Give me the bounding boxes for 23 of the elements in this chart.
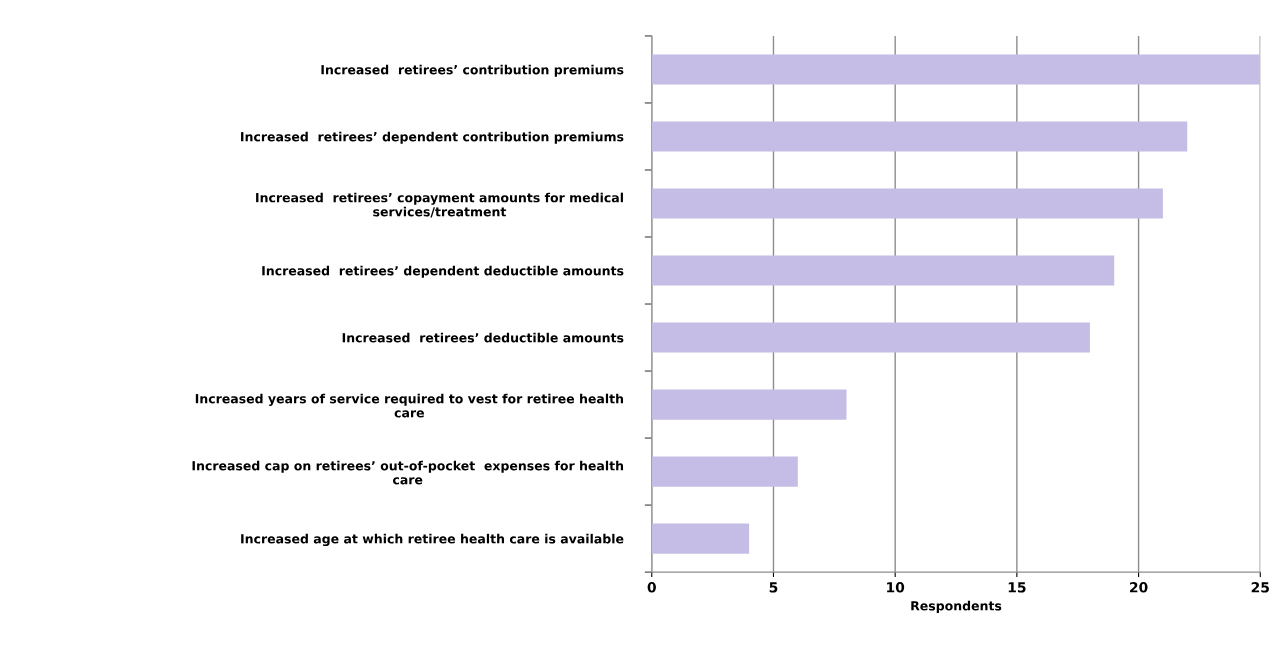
- bar: [651, 322, 1090, 353]
- y-tick-label: Increased years of service required to vest for retiree health care: [195, 393, 624, 418]
- bar: [651, 54, 1261, 85]
- y-tick-label: Increased retirees’ deductible amounts: [342, 332, 624, 343]
- x-axis-title: Respondents: [911, 600, 1002, 613]
- y-tick-label: Increased cap on retirees’ out-of-pocket expenses for health care: [192, 460, 624, 485]
- y-tick-label: Increased retirees’ copayment amounts for medical services/treatment: [256, 192, 623, 218]
- y-tick-label: Increased retirees’ dependent contribution premiums: [241, 131, 624, 144]
- bar: [651, 389, 847, 420]
- bar: [651, 523, 750, 554]
- bar: [651, 121, 1188, 152]
- bar: [651, 255, 1115, 286]
- x-tick-label: 0: [647, 582, 656, 593]
- y-tick-label: Increased retirees’ dependent deductible amounts: [262, 265, 624, 278]
- x-tick-label: 20: [1130, 582, 1148, 593]
- y-tick-label: Increased age at which retiree health care is available: [241, 533, 624, 547]
- x-tick-label: 25: [1251, 582, 1269, 593]
- bar: [651, 456, 798, 487]
- y-tick-label: Increased retirees’ contribution premiums: [321, 64, 624, 77]
- bar: [651, 188, 1163, 219]
- x-tick-label: 10: [887, 582, 905, 593]
- x-tick-label: 5: [769, 582, 778, 593]
- x-tick-label: 15: [1008, 582, 1026, 593]
